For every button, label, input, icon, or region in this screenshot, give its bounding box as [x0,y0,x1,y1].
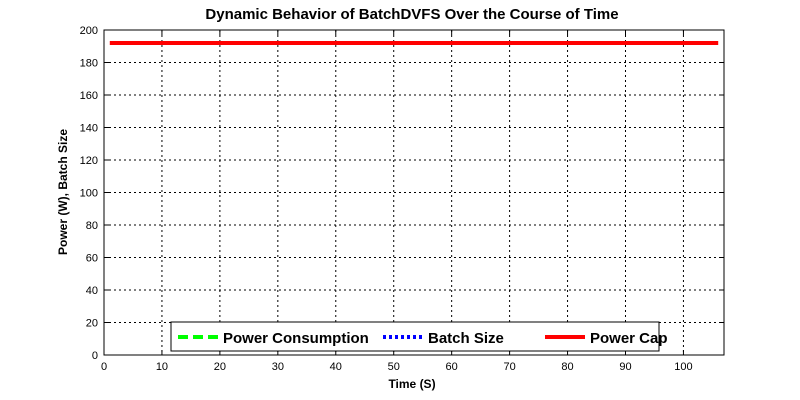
chart-title: Dynamic Behavior of BatchDVFS Over the C… [205,6,618,23]
x-tick-label: 30 [272,361,284,373]
legend-label: Power Consumption [223,330,369,347]
legend: Power Consumption Batch Size Power Cap [170,321,668,352]
x-tick-label: 10 [156,361,168,373]
x-tick-label: 90 [619,361,631,373]
y-tick-label: 80 [86,220,98,232]
x-tick-label: 0 [101,361,107,373]
x-tick-label: 70 [503,361,515,373]
y-tick-label: 140 [80,123,98,135]
y-tick-label: 200 [80,25,98,37]
x-tick-label: 60 [446,361,458,373]
y-tick-label: 180 [80,58,98,70]
x-tick-label: 80 [561,361,573,373]
y-tick-label: 40 [86,285,98,297]
y-tick-label: 100 [80,188,98,200]
y-axis-label: Power (W), Batch Size [56,129,70,255]
y-tick-label: 160 [80,90,98,102]
x-tick-label: 40 [330,361,342,373]
y-tick-label: 120 [80,155,98,167]
legend-label: Batch Size [428,330,504,347]
x-tick-label: 50 [388,361,400,373]
y-tick-label: 20 [86,318,98,330]
x-axis-label: Time (S) [388,377,435,391]
x-tick-label: 100 [674,361,692,373]
x-tick-label: 20 [214,361,226,373]
legend-label: Power Cap [590,330,668,347]
y-tick-label: 0 [92,350,98,362]
ticks: 0 10 20 30 40 50 60 70 80 90 100 0 20 40 60 80 100 120 140… [80,25,724,373]
y-tick-label: 60 [86,253,98,265]
